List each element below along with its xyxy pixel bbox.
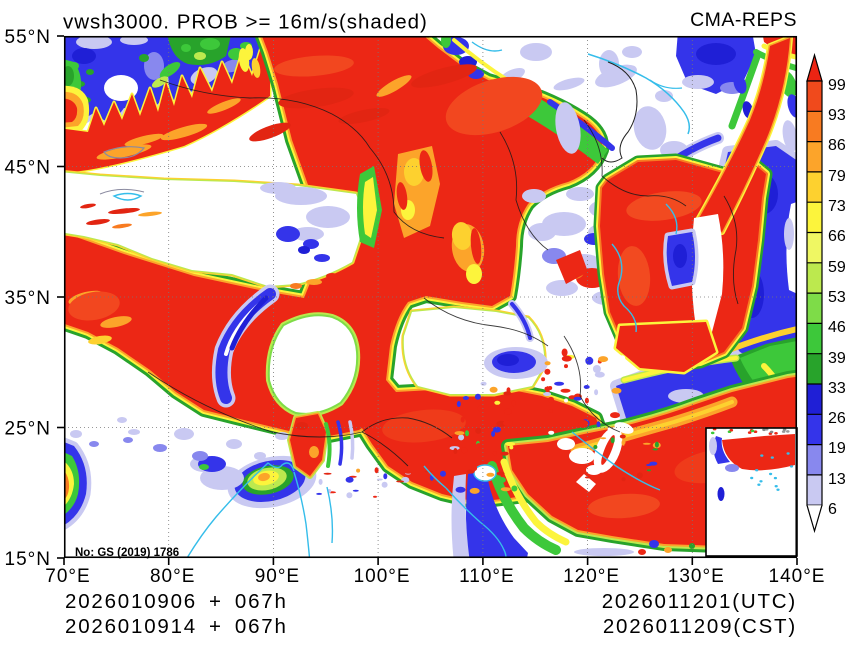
svg-text:93: 93 xyxy=(828,107,846,124)
svg-text:110°E: 110°E xyxy=(459,566,515,587)
svg-text:59: 59 xyxy=(828,259,846,276)
svg-text:2026010914 + 067h: 2026010914 + 067h xyxy=(65,615,288,638)
svg-text:120°E: 120°E xyxy=(563,566,620,587)
svg-text:CMA-REPS: CMA-REPS xyxy=(690,9,797,31)
svg-text:80°E: 80°E xyxy=(150,566,195,587)
svg-text:55°N: 55°N xyxy=(5,27,51,48)
svg-text:19: 19 xyxy=(828,440,846,457)
svg-text:53: 53 xyxy=(828,289,846,306)
svg-text:66: 66 xyxy=(828,228,846,245)
svg-text:46: 46 xyxy=(828,319,846,336)
svg-text:13: 13 xyxy=(828,471,846,488)
svg-text:79: 79 xyxy=(828,168,846,185)
svg-text:140°E: 140°E xyxy=(769,566,826,587)
svg-text:70°E: 70°E xyxy=(45,566,90,587)
svg-text:15°N: 15°N xyxy=(5,549,51,570)
svg-text:26: 26 xyxy=(828,410,846,427)
svg-text:6: 6 xyxy=(828,501,837,518)
svg-text:2026010906 + 067h: 2026010906 + 067h xyxy=(65,590,288,613)
svg-text:39: 39 xyxy=(828,350,846,367)
svg-text:2026011209(CST): 2026011209(CST) xyxy=(603,615,797,638)
svg-text:130°E: 130°E xyxy=(668,566,725,587)
svg-text:86: 86 xyxy=(828,137,846,154)
svg-text:33: 33 xyxy=(828,380,846,397)
svg-text:2026011201(UTC): 2026011201(UTC) xyxy=(602,590,797,613)
svg-text:vwsh3000. PROB >= 16m/s(shaded: vwsh3000. PROB >= 16m/s(shaded) xyxy=(63,11,428,34)
svg-text:100°E: 100°E xyxy=(354,566,411,587)
svg-text:25°N: 25°N xyxy=(5,419,51,440)
svg-text:99: 99 xyxy=(828,77,846,94)
svg-text:45°N: 45°N xyxy=(5,158,51,179)
svg-text:90°E: 90°E xyxy=(255,566,300,587)
svg-text:No: GS (2019) 1786: No: GS (2019) 1786 xyxy=(75,547,179,559)
svg-text:35°N: 35°N xyxy=(5,288,51,309)
svg-text:73: 73 xyxy=(828,198,846,215)
